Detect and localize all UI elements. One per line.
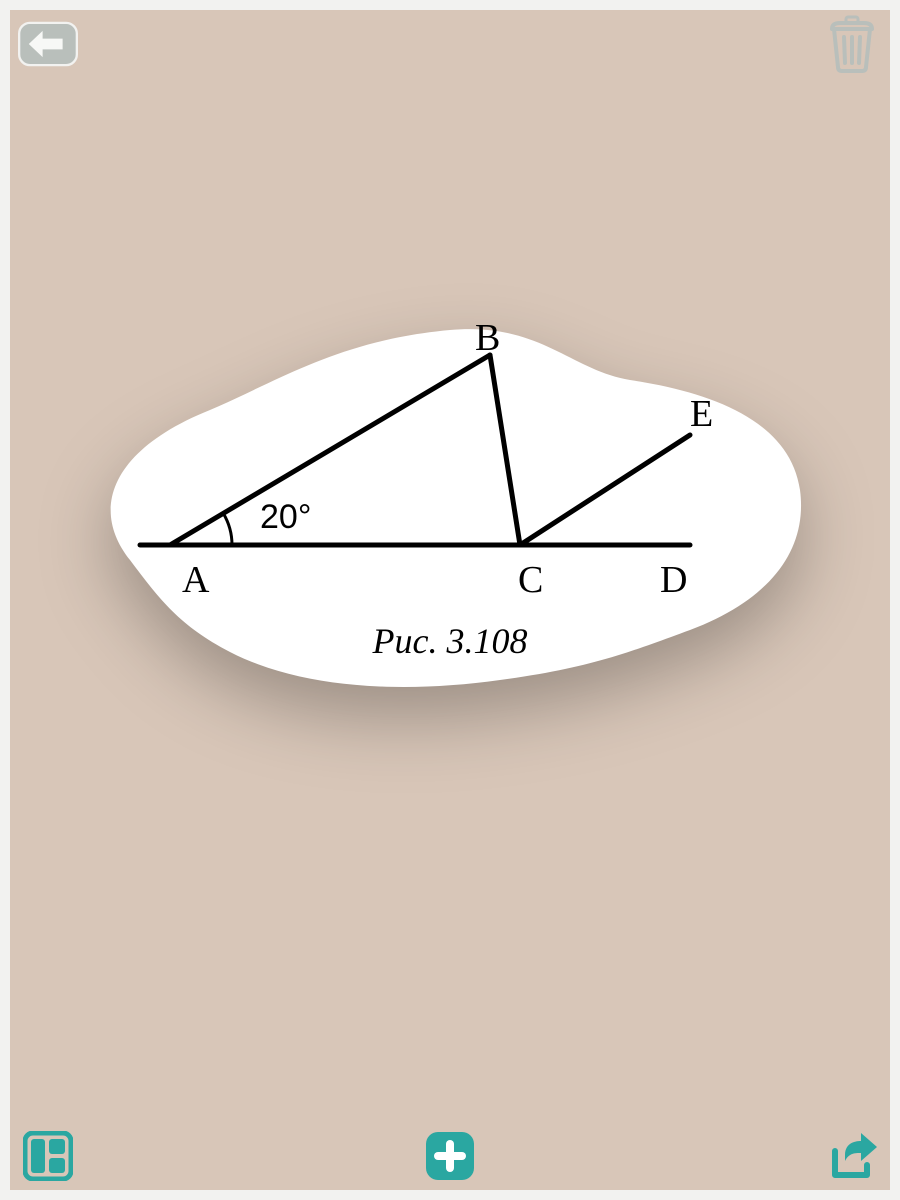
layout-button[interactable] [18,1130,78,1182]
plus-icon [424,1130,476,1182]
panels-icon [23,1131,73,1181]
point-label-c: C [518,558,543,602]
trash-icon [826,15,878,73]
top-toolbar [18,18,882,82]
point-label-b: B [475,316,500,360]
figure-caption: Рис. 3.108 [70,620,830,662]
delete-button[interactable] [822,18,882,70]
share-icon [825,1131,879,1181]
bottom-toolbar [18,1118,882,1182]
back-button[interactable] [18,18,78,70]
share-button[interactable] [822,1130,882,1182]
point-label-a: A [182,558,209,602]
point-label-e: E [690,392,713,436]
back-arrow-icon [18,15,78,73]
point-label-d: D [660,558,687,602]
figure-card[interactable]: 20° A B C D E Рис. 3.108 [70,300,830,720]
add-button[interactable] [420,1130,480,1182]
angle-value: 20° [260,498,311,537]
